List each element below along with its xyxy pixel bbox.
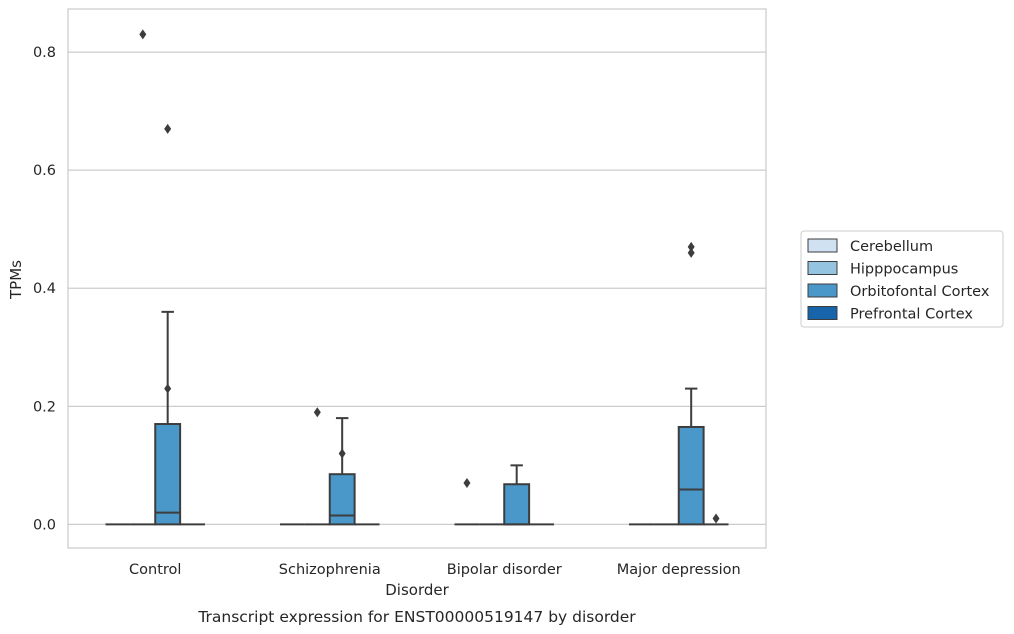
y-tick-label: 0.4 <box>33 281 56 297</box>
legend-item: Cerebellum <box>807 238 933 255</box>
y-axis-label: TPMs <box>7 260 25 300</box>
outlier-point <box>164 123 172 134</box>
y-tick-label: 0.8 <box>33 45 56 61</box>
x-tick-label: Bipolar disorder <box>447 562 562 578</box>
box-layer <box>105 29 729 526</box>
box-body <box>503 483 531 526</box>
box-control-orbitofontal-cortex <box>154 123 182 526</box>
legend-label: Prefrontal Cortex <box>850 307 973 323</box>
figure-caption: Transcript expression for ENST0000051914… <box>197 608 636 626</box>
outlier-point <box>313 407 321 418</box>
box-schizophrenia-orbitofontal-cortex <box>328 417 356 526</box>
box-major-depression-orbitofontal-cortex <box>677 241 705 526</box>
x-tick-label: Control <box>129 562 181 578</box>
legend-swatch <box>807 261 838 275</box>
outlier-point <box>687 247 695 258</box>
outlier-point <box>139 29 147 40</box>
x-axis-label: Disorder <box>385 581 449 599</box>
legend-swatch <box>807 306 838 320</box>
box-body <box>677 425 705 526</box>
legend-swatch <box>807 283 838 298</box>
outlier-point <box>463 478 471 489</box>
y-tick-label: 0.6 <box>33 163 56 179</box>
x-tick-label: Schizophrenia <box>279 562 381 578</box>
x-tick-labels: Control Schizophrenia Bipolar disorder Majo… <box>129 562 741 578</box>
legend-frame <box>800 230 1004 328</box>
legend-label: Cerebellum <box>850 239 933 255</box>
outlier-point <box>164 383 172 394</box>
box-schizophrenia-hipppocampus <box>304 407 330 526</box>
box-bipolar-disorder-cerebellum <box>454 478 480 526</box>
y-tick-label: 0.2 <box>33 399 56 415</box>
box-body <box>154 423 182 526</box>
outlier-point <box>687 241 695 252</box>
legend-label: Orbitofontal Cortex <box>850 284 990 300</box>
box-bipolar-disorder-orbitofontal-cortex <box>503 464 531 526</box>
y-tick-labels: 0.0 0.2 0.4 0.6 0.8 <box>33 45 56 533</box>
box-major-depression-prefrontal-cortex <box>703 513 729 526</box>
outlier-point <box>712 513 720 524</box>
legend-item: Hipppocampus <box>807 261 958 278</box>
legend-swatch <box>807 238 838 253</box>
plot-frame <box>67 8 767 549</box>
y-tick-label: 0.0 <box>33 517 56 533</box>
legend-item: Prefrontal Cortex <box>807 306 973 323</box>
legend-item: Orbitofontal Cortex <box>807 283 990 300</box>
legend-label: Hipppocampus <box>850 262 958 278</box>
x-tick-label: Major depression <box>617 562 741 578</box>
outlier-point <box>338 448 346 459</box>
legend: Cerebellum Hipppocampus Orbitofontal Corte… <box>800 230 1004 328</box>
box-control-hipppocampus <box>130 29 156 526</box>
box-body <box>328 473 356 526</box>
